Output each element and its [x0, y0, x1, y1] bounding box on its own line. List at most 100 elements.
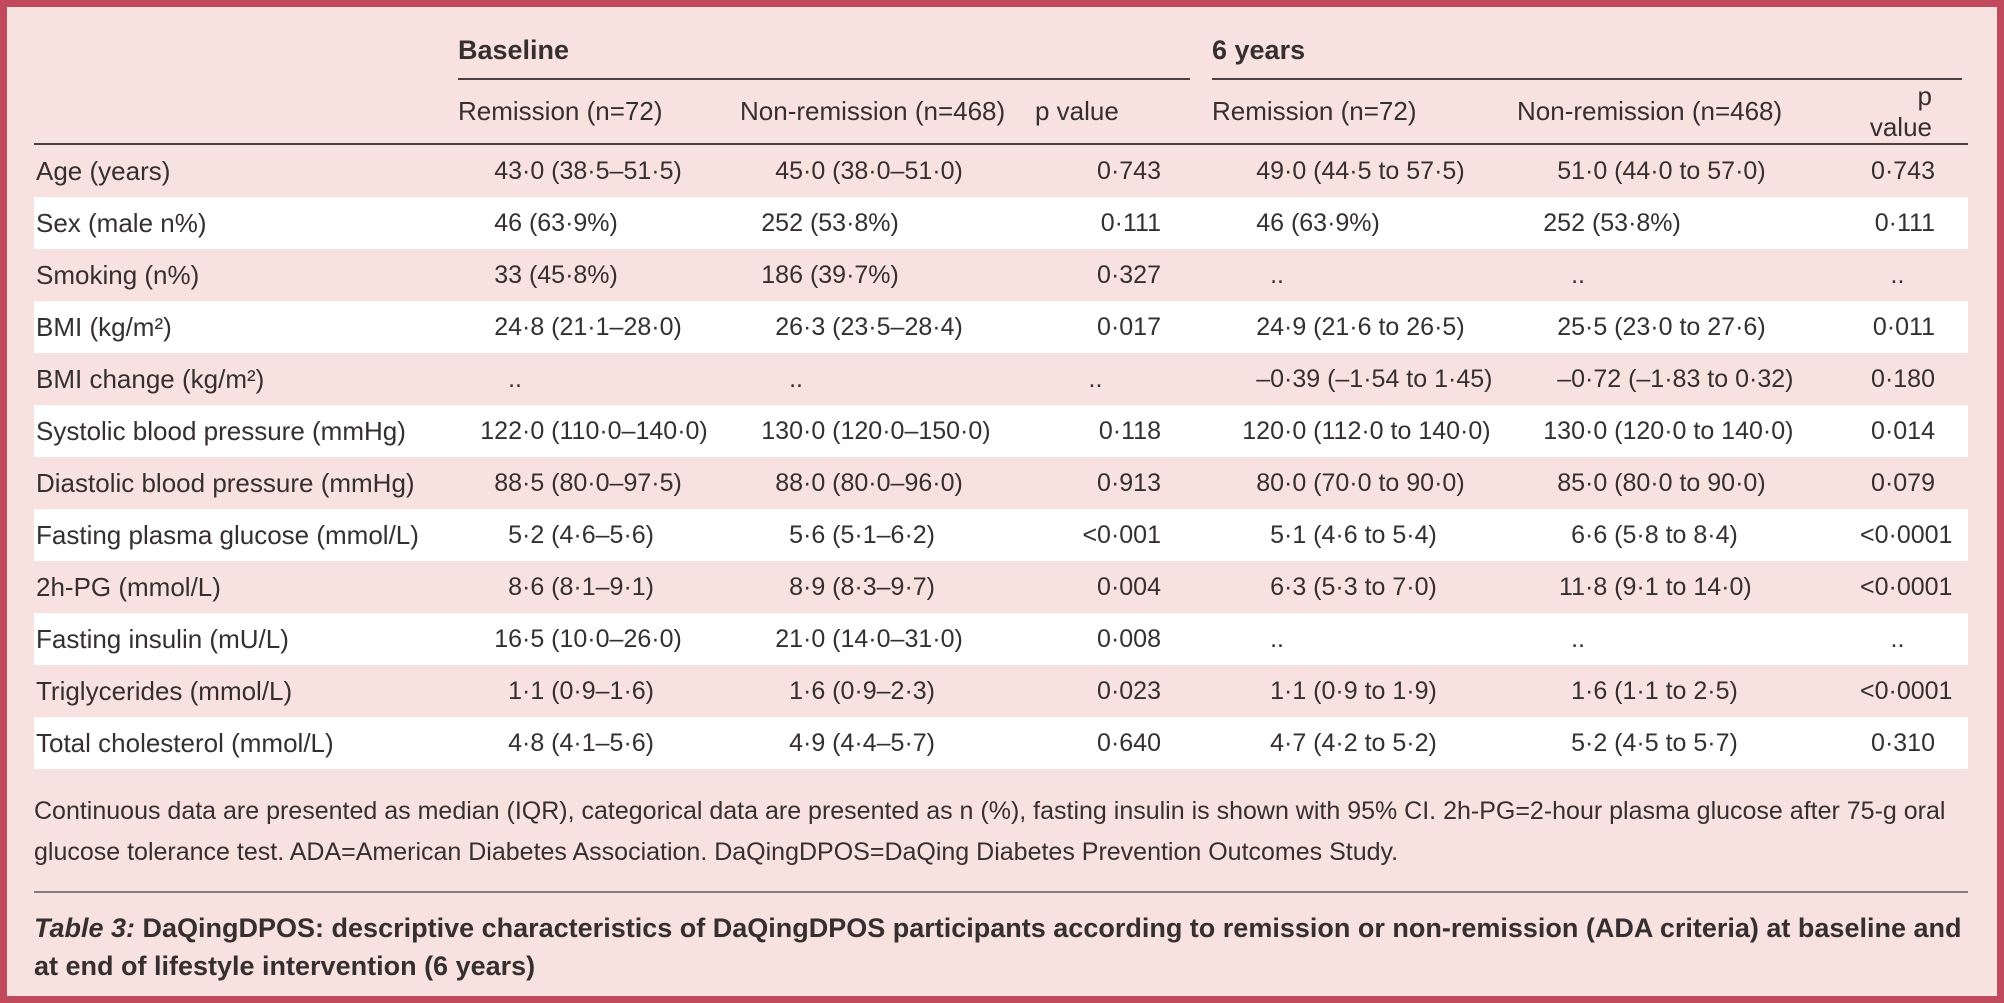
- table-row: BMI (kg/m²) 24·8 (21·1–28·0) 26·3 (23·5–28…: [34, 301, 1968, 353]
- table-caption-text: DaQingDPOS: descriptive characteristics …: [34, 913, 1962, 981]
- cell-integer-part: 46: [1256, 208, 1284, 237]
- table-cell-pvalue: <0·0001: [1860, 520, 1953, 549]
- table-footnote: Continuous data are presented as median …: [34, 791, 1968, 893]
- table-cell-pvalue: 0·011: [1872, 312, 1935, 341]
- cell-rest-part: (53·8%): [1585, 208, 1681, 237]
- cell-rest-part: ·5 (10·0–26·0): [522, 624, 682, 653]
- table-cell-value: 122·0 (110·0–140·0): [458, 417, 740, 446]
- table-group-header-row: Baseline 6 years: [34, 7, 1968, 80]
- table-cell-value: 252 (53·8%): [1517, 209, 1860, 238]
- table-cell-pvalue: 0·743: [1097, 156, 1161, 185]
- table-cell-value: 1·1 (0·9–1·6): [458, 677, 740, 706]
- cell-integer-part: 130: [761, 416, 803, 445]
- table-cell-value: 5·1 (4·6 to 5·4): [1212, 521, 1517, 550]
- table-cell-value: ..: [1212, 261, 1517, 290]
- subheader-baseline-pvalue: p value: [1035, 96, 1119, 126]
- cell-integer-part: ..: [1270, 260, 1284, 289]
- table-cell-pvalue: ..: [1088, 364, 1103, 393]
- row-label: Fasting plasma glucose (mmol/L): [36, 519, 419, 550]
- table-cell-value: 88·0 (80·0–96·0): [740, 469, 1030, 498]
- cell-integer-part: 6: [1270, 572, 1284, 601]
- table-cell-value: 130·0 (120·0–150·0): [740, 417, 1030, 446]
- cell-integer-part: 8: [508, 572, 522, 601]
- row-label: Age (years): [36, 155, 171, 186]
- cell-rest-part: ·2 (4·5 to 5·7): [1585, 728, 1738, 757]
- cell-rest-part: ·1 (0·9 to 1·9): [1284, 676, 1437, 705]
- row-label: Systolic blood pressure (mmHg): [36, 415, 406, 446]
- cell-rest-part: ·0 (70·0 to 90·0): [1284, 468, 1465, 497]
- cell-integer-part: 1: [508, 676, 522, 705]
- table-cell-pvalue: 0·111: [1100, 208, 1161, 237]
- cell-integer-part: 25: [1557, 312, 1585, 341]
- cell-rest-part: ·6 (1·1 to 2·5): [1585, 676, 1738, 705]
- table-row: Diastolic blood pressure (mmHg) 88·5 (80·…: [34, 457, 1968, 509]
- table-cell-pvalue: 0·079: [1871, 468, 1935, 497]
- cell-integer-part: 4: [789, 728, 803, 757]
- table-row: Sex (male n%) 46 (63·9%) 252 (53·8%) 0·111 4…: [34, 197, 1968, 249]
- row-label: BMI (kg/m²): [36, 311, 172, 342]
- cell-integer-part: 51: [1557, 156, 1585, 185]
- cell-integer-part: 43: [494, 156, 522, 185]
- table-cell-pvalue: 0·004: [1097, 572, 1161, 601]
- cell-rest-part: ·0 (110·0–140·0): [522, 416, 708, 445]
- row-label: Total cholesterol (mmol/L): [36, 727, 334, 758]
- cell-integer-part: ..: [1571, 260, 1585, 289]
- table-row: Total cholesterol (mmol/L) 4·8 (4·1–5·6) 4…: [34, 717, 1968, 769]
- cell-integer-part: –0: [1557, 364, 1585, 393]
- cell-integer-part: 252: [761, 208, 803, 237]
- cell-integer-part: 21: [775, 624, 803, 653]
- cell-rest-part: ·0 (38·0–51·0): [803, 156, 963, 185]
- cell-rest-part: ·8 (9·1 to 14·0): [1585, 572, 1752, 601]
- cell-rest-part: (63·9%): [1284, 208, 1380, 237]
- cell-rest-part: (63·9%): [522, 208, 618, 237]
- table-cell-pvalue: 0·118: [1098, 416, 1161, 445]
- table-cell-value: 46 (63·9%): [458, 209, 740, 238]
- table-row: Triglycerides (mmol/L) 1·1 (0·9–1·6) 1 ·6 (…: [34, 665, 1968, 717]
- cell-rest-part: ·0 (80·0–96·0): [803, 468, 963, 497]
- table-cell-value: 51·0 (44·0 to 57·0): [1517, 157, 1860, 186]
- table-cell-value: 4·8 (4·1–5·6): [458, 729, 740, 758]
- table-cell-pvalue: 0·327: [1097, 260, 1161, 289]
- cell-rest-part: (45·8%): [522, 260, 618, 289]
- cell-integer-part: 46: [494, 208, 522, 237]
- table-cell-value: 88·5 (80·0–97·5): [458, 469, 740, 498]
- cell-integer-part: 186: [761, 260, 803, 289]
- cell-rest-part: ·0 (14·0–31·0): [803, 624, 963, 653]
- cell-rest-part: ·6 (5·8 to 8·4): [1585, 520, 1738, 549]
- table-cell-value: 120·0 (112·0 to 140·0): [1212, 417, 1517, 446]
- row-label: Diastolic blood pressure (mmHg): [36, 467, 415, 498]
- table-cell-value: 8·6 (8·1–9·1): [458, 573, 740, 602]
- table-row: Fasting insulin (mU/L) 16·5 (10·0–26·0) 21…: [34, 613, 1968, 665]
- cell-rest-part: ·0 (38·5–51·5): [522, 156, 682, 185]
- table-cell-value: 16·5 (10·0–26·0): [458, 625, 740, 654]
- cell-rest-part: ·8 (4·1–5·6): [522, 728, 654, 757]
- subheader-6years-remission: Remission (n=72): [1212, 96, 1417, 126]
- table-cell-pvalue: 0·111: [1874, 208, 1935, 237]
- table-cell-value: 1·1 (0·9 to 1·9): [1212, 677, 1517, 706]
- cell-rest-part: ·7 (4·2 to 5·2): [1284, 728, 1437, 757]
- row-label: 2h-PG (mmol/L): [36, 571, 221, 602]
- table-cell-pvalue: 0·180: [1871, 364, 1935, 393]
- table-cell-pvalue: 0·023: [1097, 676, 1161, 705]
- cell-integer-part: 49: [1256, 156, 1284, 185]
- row-label: Triglycerides (mmol/L): [36, 675, 293, 706]
- cell-rest-part: ·39 (–1·54 to 1·45): [1284, 364, 1493, 393]
- table-cell-pvalue: ..: [1890, 624, 1905, 653]
- table-cell-pvalue: <0·001: [1082, 520, 1161, 549]
- cell-integer-part: ..: [1270, 624, 1284, 653]
- table-cell-value: 130·0 (120·0 to 140·0): [1517, 417, 1860, 446]
- cell-rest-part: ·72 (–1·83 to 0·32): [1585, 364, 1794, 393]
- cell-integer-part: 122: [480, 416, 522, 445]
- cell-integer-part: 24: [494, 312, 522, 341]
- cell-rest-part: ·9 (8·3–9·7): [803, 572, 935, 601]
- cell-integer-part: –0: [1256, 364, 1284, 393]
- cell-integer-part: 26: [775, 312, 803, 341]
- table-cell-pvalue: 0·014: [1871, 416, 1935, 445]
- cell-rest-part: ·5 (80·0–97·5): [522, 468, 682, 497]
- table-cell-value: 4·9 (4·4–5·7): [740, 729, 1030, 758]
- subheader-6years-nonremission: Non-remission (n=468): [1517, 96, 1783, 126]
- cell-rest-part: ·0 (80·0 to 90·0): [1585, 468, 1766, 497]
- cell-rest-part: ·5 (23·0 to 27·6): [1585, 312, 1766, 341]
- subheader-6years-pvalue: p value: [1869, 80, 1932, 142]
- table-cell-value: 21·0 (14·0–31·0): [740, 625, 1030, 654]
